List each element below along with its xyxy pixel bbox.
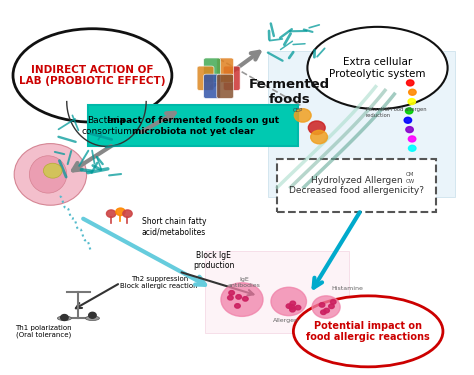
Circle shape <box>229 291 235 295</box>
FancyBboxPatch shape <box>88 105 298 146</box>
Circle shape <box>286 304 292 308</box>
Circle shape <box>408 99 416 105</box>
FancyBboxPatch shape <box>223 66 240 90</box>
Text: IgE
antibodies: IgE antibodies <box>228 278 261 288</box>
Circle shape <box>408 136 416 142</box>
Circle shape <box>409 145 416 151</box>
Text: INDIRECT ACTION OF
LAB (PROBIOTIC EFFECT): INDIRECT ACTION OF LAB (PROBIOTIC EFFECT… <box>19 64 166 86</box>
Text: Short chain fatty
acid/metabolites: Short chain fatty acid/metabolites <box>142 217 206 236</box>
Circle shape <box>235 304 240 308</box>
Text: Th2 suppression
Block allergic reaction: Th2 suppression Block allergic reaction <box>120 276 198 289</box>
Text: Bacteria
consortium: Bacteria consortium <box>81 116 132 135</box>
Text: CW: CW <box>406 179 415 184</box>
Circle shape <box>289 305 295 309</box>
Circle shape <box>295 305 301 310</box>
FancyBboxPatch shape <box>217 58 234 82</box>
Ellipse shape <box>293 296 443 367</box>
Ellipse shape <box>43 163 62 178</box>
Circle shape <box>328 304 334 309</box>
FancyBboxPatch shape <box>204 74 220 99</box>
Circle shape <box>330 300 336 304</box>
Text: CM: CM <box>406 172 414 177</box>
Text: Histamine: Histamine <box>331 286 363 291</box>
Ellipse shape <box>308 27 447 109</box>
Circle shape <box>123 210 132 218</box>
FancyBboxPatch shape <box>205 251 349 333</box>
Ellipse shape <box>14 144 87 205</box>
Circle shape <box>243 297 248 301</box>
Circle shape <box>406 127 413 133</box>
Circle shape <box>405 108 413 114</box>
Ellipse shape <box>85 316 100 321</box>
Circle shape <box>290 301 296 306</box>
Ellipse shape <box>57 316 72 321</box>
Circle shape <box>61 315 68 321</box>
Circle shape <box>294 109 311 122</box>
Text: Potential Food allergen
reduction: Potential Food allergen reduction <box>366 107 427 118</box>
FancyBboxPatch shape <box>197 66 214 90</box>
Text: Hydrolyzed Allergen
Decreased food allergenicity?: Hydrolyzed Allergen Decreased food aller… <box>289 176 424 195</box>
Circle shape <box>107 210 116 218</box>
Circle shape <box>309 121 325 135</box>
FancyBboxPatch shape <box>268 51 455 197</box>
Circle shape <box>324 308 329 313</box>
Text: Th1 polarization
(Oral tolerance): Th1 polarization (Oral tolerance) <box>15 325 72 338</box>
Circle shape <box>221 283 263 316</box>
Text: Impact of fermented foods on gut
microbiota not yet clear: Impact of fermented foods on gut microbi… <box>107 116 279 135</box>
Circle shape <box>290 308 295 312</box>
Circle shape <box>404 117 411 123</box>
Text: Fermented
foods: Fermented foods <box>249 78 330 106</box>
Circle shape <box>320 310 326 315</box>
FancyBboxPatch shape <box>217 74 234 99</box>
Circle shape <box>409 89 416 95</box>
Text: CEP: CEP <box>293 108 303 113</box>
Circle shape <box>89 312 96 318</box>
Circle shape <box>312 296 340 318</box>
FancyBboxPatch shape <box>277 159 436 212</box>
Ellipse shape <box>29 156 67 193</box>
FancyBboxPatch shape <box>204 58 220 82</box>
Text: Extra cellular
Proteolytic system: Extra cellular Proteolytic system <box>329 57 426 79</box>
Circle shape <box>228 296 233 300</box>
Circle shape <box>271 287 307 316</box>
Circle shape <box>319 303 325 307</box>
Text: Potential impact on
food allergic reactions: Potential impact on food allergic reacti… <box>306 321 430 342</box>
Text: Block IgE
production: Block IgE production <box>193 251 234 270</box>
Circle shape <box>116 208 125 216</box>
Ellipse shape <box>13 29 172 122</box>
Circle shape <box>407 80 414 86</box>
Text: Allergen: Allergen <box>273 318 300 322</box>
Circle shape <box>310 130 328 144</box>
Circle shape <box>236 295 241 299</box>
